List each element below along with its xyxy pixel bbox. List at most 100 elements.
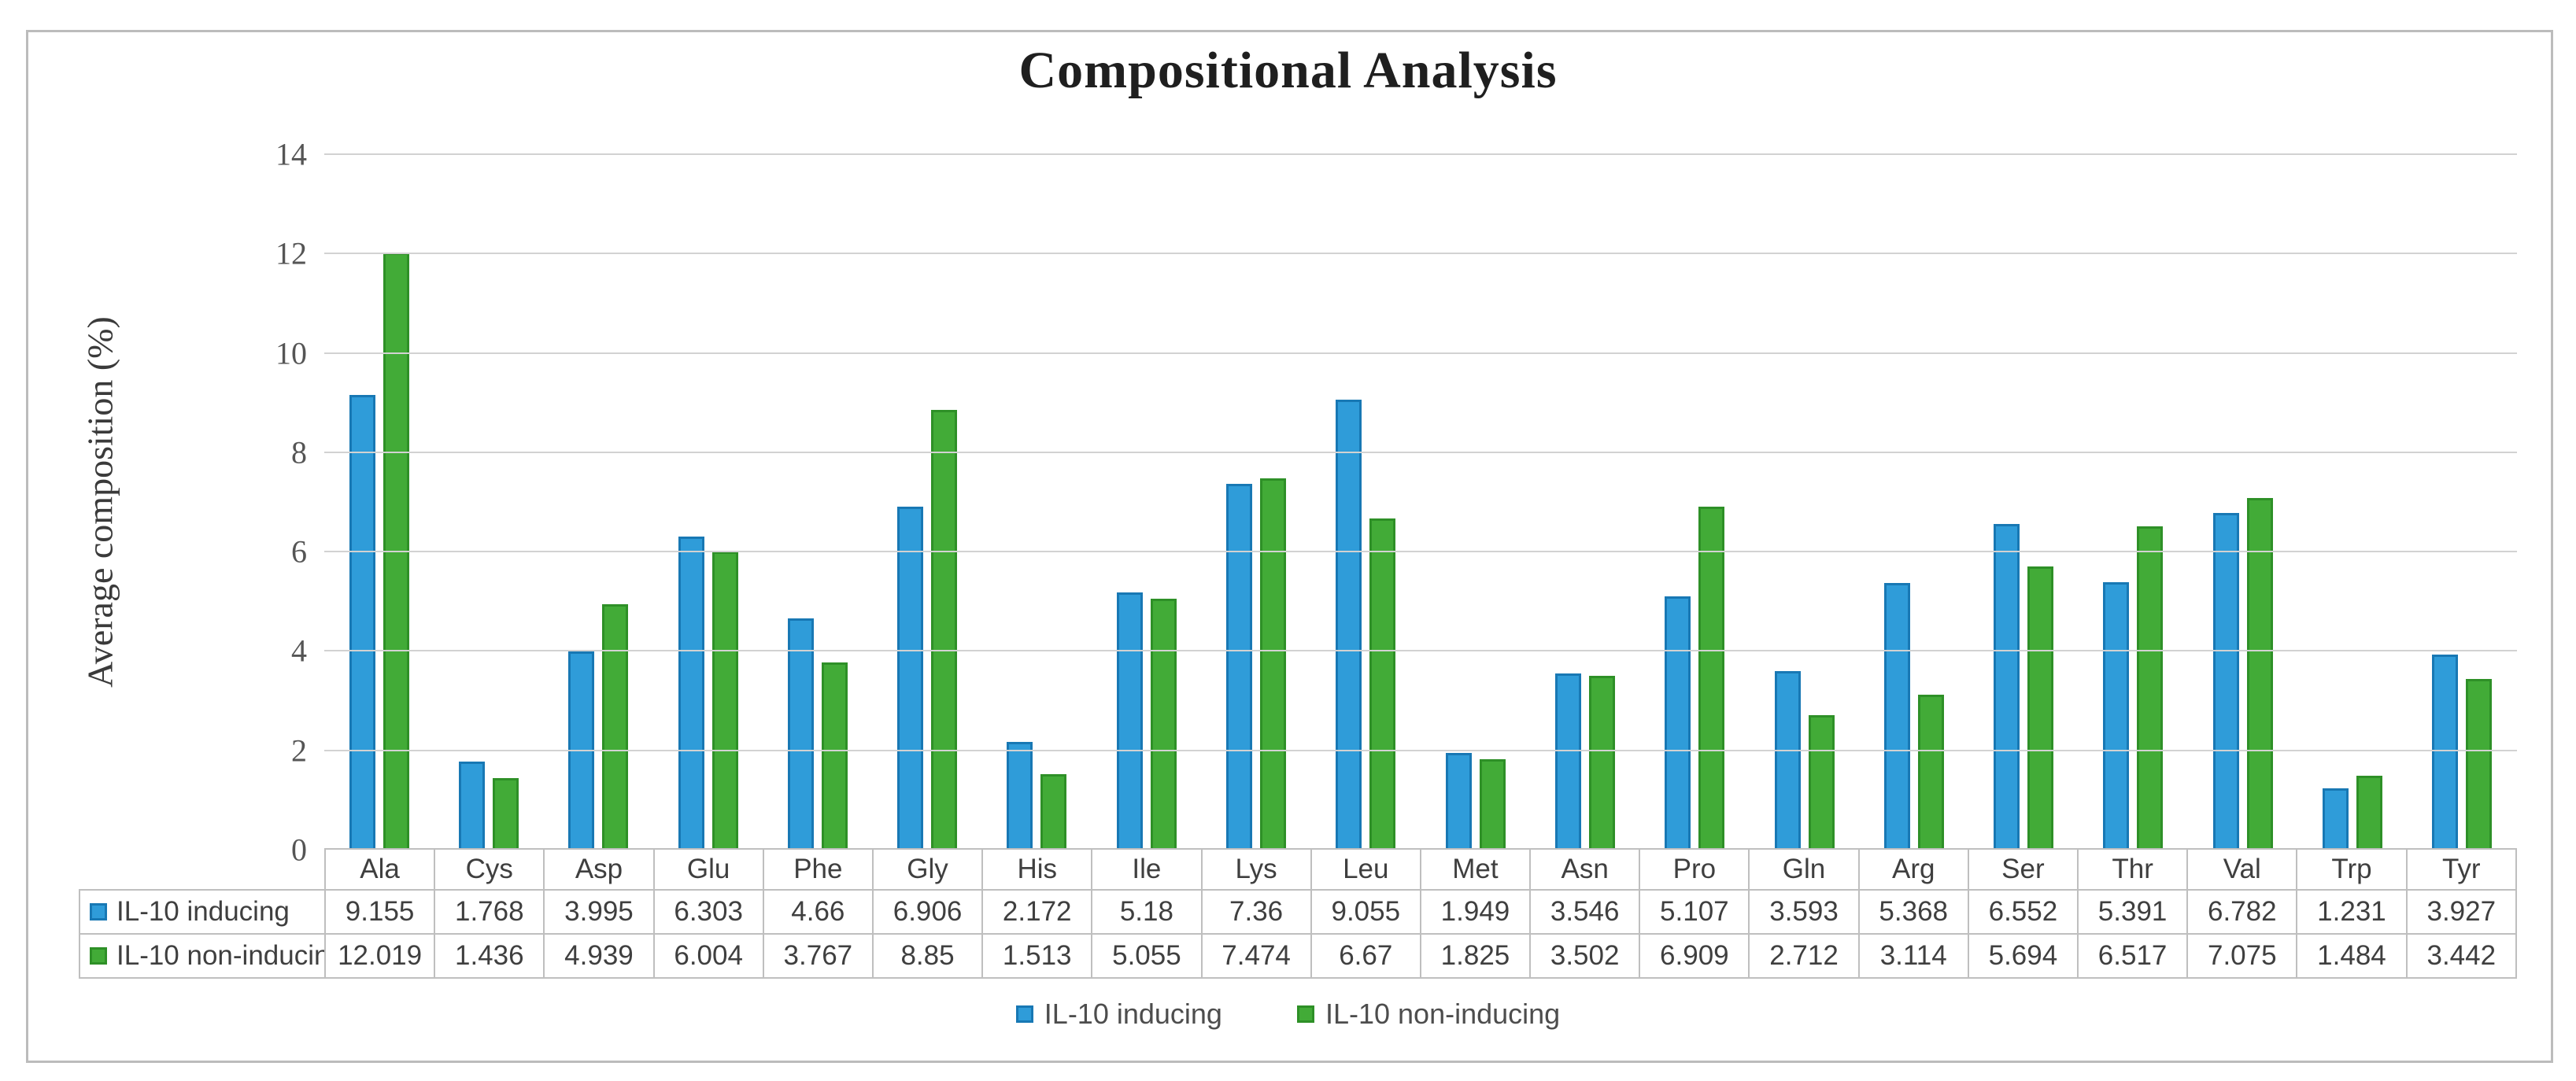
column-header-Phe: Phe: [762, 848, 874, 891]
column-header-Ser: Ser: [1967, 848, 2079, 891]
value-cell-Asn-inducing: 3.546: [1529, 889, 1641, 935]
category-column-Cys: [434, 154, 543, 850]
green-square-swatch-icon: [90, 947, 107, 965]
category-column-Glu: [653, 154, 763, 850]
series-name-label: IL-10 non-inducing: [116, 940, 325, 971]
y-tick-label-0: 0: [291, 832, 307, 868]
series-name-label: IL-10 inducing: [116, 896, 290, 927]
gridline-y-8: [324, 451, 2517, 453]
category-column-Ala: [324, 154, 434, 850]
bar-Asp-il-10-non-inducing: [602, 604, 629, 850]
bar-Glu-il-10-inducing: [678, 537, 704, 850]
value-cell-Met-inducing: 1.949: [1419, 889, 1532, 935]
value-cell-Leu-non-inducing: 6.67: [1310, 933, 1421, 979]
value-cell-Pro-inducing: 5.107: [1639, 889, 1750, 935]
value-cell-Phe-non-inducing: 3.767: [762, 933, 874, 979]
column-header-His: His: [981, 848, 1093, 891]
value-cell-Val-non-inducing: 7.075: [2186, 933, 2298, 979]
table-header-row: Ala Cys Asp Glu Phe Gly His Ile Lys Leu Met Asn Pro G…: [79, 848, 2518, 891]
value-cell-Pro-non-inducing: 6.909: [1639, 933, 1750, 979]
bar-Ala-il-10-inducing: [349, 394, 375, 850]
gridline-y-12: [324, 253, 2517, 255]
legend-label: IL-10 inducing: [1044, 998, 1222, 1030]
category-column-Asp: [544, 154, 653, 850]
bar-Tyr-il-10-non-inducing: [2466, 678, 2493, 850]
column-header-Cys: Cys: [434, 848, 545, 891]
bar-Thr-il-10-non-inducing: [2137, 526, 2164, 850]
category-column-Arg: [1859, 154, 1968, 850]
y-tick-label-4: 4: [291, 633, 307, 669]
value-cell-Ser-inducing: 6.552: [1967, 889, 2079, 935]
legend-label: IL-10 non-inducing: [1325, 998, 1561, 1030]
value-cell-His-non-inducing: 1.513: [981, 933, 1093, 979]
column-header-Leu: Leu: [1310, 848, 1421, 891]
bar-Pro-il-10-inducing: [1665, 596, 1691, 850]
bar-Leu-il-10-inducing: [1336, 400, 1362, 850]
bar-Tyr-il-10-inducing: [2432, 655, 2459, 850]
y-tick-label-2: 2: [291, 732, 307, 769]
value-cell-Asp-inducing: 3.995: [543, 889, 655, 935]
gridline-y-4: [324, 650, 2517, 652]
row-label-cell: IL-10 inducing: [79, 889, 326, 935]
blue-square-swatch-icon: [90, 903, 107, 921]
bar-Lys-il-10-non-inducing: [1260, 478, 1287, 850]
category-column-Tyr: [2408, 154, 2517, 850]
value-cell-Glu-non-inducing: 6.004: [652, 933, 764, 979]
y-axis-title: Average composition (%): [79, 316, 120, 688]
category-column-Ser: [1968, 154, 2078, 850]
bar-His-il-10-non-inducing: [1040, 774, 1067, 850]
y-tick-label-8: 8: [291, 434, 307, 470]
bar-columns: [324, 154, 2517, 850]
column-header-Trp: Trp: [2296, 848, 2408, 891]
bar-Arg-il-10-non-inducing: [1917, 695, 1944, 850]
value-cell-Leu-inducing: 9.055: [1310, 889, 1421, 935]
category-column-Pro: [1640, 154, 1750, 850]
table-row-il-10-non-inducing: IL-10 non-inducing 12.019 1.436 4.939 6.004 3…: [79, 933, 2518, 979]
y-tick-label-14: 14: [275, 136, 307, 172]
data-table: Ala Cys Asp Glu Phe Gly His Ile Lys Leu Met Asn Pro G…: [79, 848, 2518, 979]
bar-Asn-il-10-non-inducing: [1588, 675, 1615, 850]
bar-Phe-il-10-inducing: [787, 618, 814, 850]
bar-Glu-il-10-non-inducing: [711, 551, 738, 850]
bar-Met-il-10-inducing: [1445, 752, 1472, 850]
category-column-Asn: [1530, 154, 1639, 850]
value-cell-Glu-inducing: 6.303: [652, 889, 764, 935]
green-square-swatch-icon: [1296, 1005, 1314, 1023]
bar-Lys-il-10-inducing: [1226, 484, 1253, 850]
column-header-Thr: Thr: [2076, 848, 2189, 891]
value-cell-Gly-non-inducing: 8.85: [871, 933, 984, 979]
value-cell-Cys-inducing: 1.768: [434, 889, 545, 935]
column-header-Met: Met: [1419, 848, 1532, 891]
value-cell-Arg-inducing: 5.368: [1857, 889, 1969, 935]
gridline-y-10: [324, 352, 2517, 354]
bar-Cys-il-10-inducing: [458, 762, 485, 850]
category-column-Met: [1421, 154, 1530, 850]
value-cell-Lys-inducing: 7.36: [1200, 889, 1312, 935]
value-cell-Ile-non-inducing: 5.055: [1091, 933, 1203, 979]
y-tick-label-10: 10: [275, 335, 307, 371]
table-corner-cell: [79, 849, 325, 890]
value-cell-Trp-non-inducing: 1.484: [2296, 933, 2408, 979]
bar-Gln-il-10-inducing: [1774, 671, 1801, 850]
value-cell-Cys-non-inducing: 1.436: [434, 933, 545, 979]
category-column-Val: [2188, 154, 2297, 850]
y-axis-tick-labels: 0 2 4 6 8 10 12 14: [173, 137, 307, 868]
value-cell-Thr-inducing: 5.391: [2076, 889, 2189, 935]
value-cell-Lys-non-inducing: 7.474: [1200, 933, 1312, 979]
bar-Gly-il-10-inducing: [897, 506, 924, 850]
table-row-il-10-inducing: IL-10 inducing 9.155 1.768 3.995 6.303 4.66 6.…: [79, 889, 2518, 935]
column-header-Val: Val: [2186, 848, 2298, 891]
bar-Gly-il-10-non-inducing: [931, 410, 958, 850]
column-header-Asp: Asp: [543, 848, 655, 891]
value-cell-Asn-non-inducing: 3.502: [1529, 933, 1641, 979]
bar-Ile-il-10-inducing: [1116, 592, 1143, 850]
value-cell-Thr-non-inducing: 6.517: [2076, 933, 2189, 979]
column-header-Arg: Arg: [1857, 848, 1969, 891]
value-cell-Asp-non-inducing: 4.939: [543, 933, 655, 979]
value-cell-Val-inducing: 6.782: [2186, 889, 2298, 935]
y-tick-label-12: 12: [275, 235, 307, 271]
bar-Pro-il-10-non-inducing: [1698, 506, 1725, 850]
value-cell-Met-non-inducing: 1.825: [1419, 933, 1532, 979]
column-header-Ala: Ala: [323, 848, 436, 891]
bar-Arg-il-10-inducing: [1883, 583, 1910, 850]
